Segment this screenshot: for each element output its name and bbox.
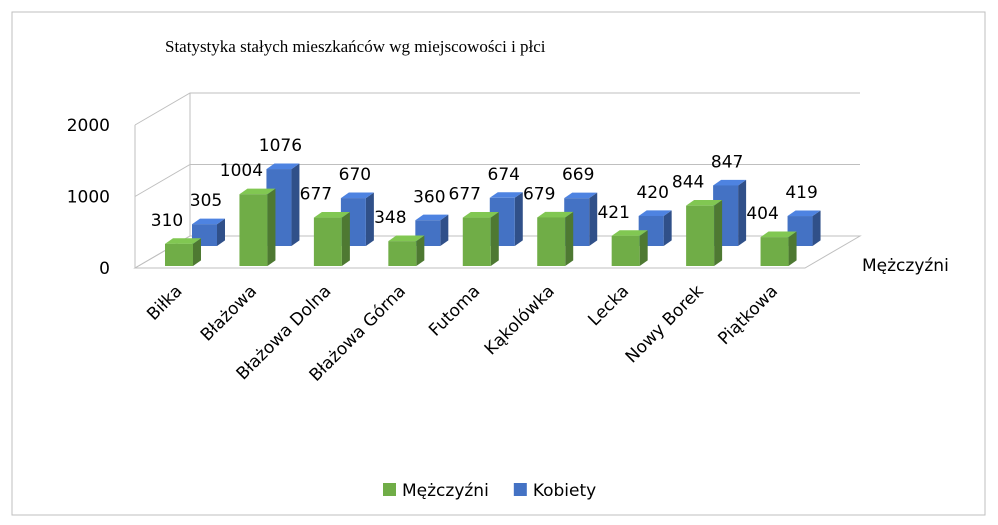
bar-side — [365, 192, 374, 246]
value-label: 404 — [746, 204, 778, 224]
value-label: 677 — [449, 185, 481, 205]
bar-side — [341, 211, 350, 266]
chart-title: Statystyka stałych mieszkańców wg miejsc… — [165, 37, 546, 56]
value-label: 847 — [711, 152, 743, 172]
bar-side — [440, 214, 449, 246]
bar-side — [663, 210, 672, 246]
value-label: 348 — [374, 208, 406, 228]
value-label: 674 — [488, 165, 520, 185]
y-tick-label: 0 — [99, 259, 110, 279]
grid-line — [134, 164, 860, 197]
bar-side — [193, 238, 201, 266]
value-label: 420 — [636, 183, 668, 203]
value-label: 310 — [151, 211, 183, 231]
legend-swatch — [513, 483, 527, 496]
bar-side — [565, 211, 574, 266]
value-label: 419 — [785, 183, 817, 203]
bar-top — [388, 235, 425, 242]
bar-side — [812, 210, 821, 246]
value-label: 677 — [300, 185, 332, 205]
bar-top — [239, 188, 276, 195]
bar-side — [416, 235, 425, 266]
bar-top — [760, 231, 797, 238]
bar-top — [537, 211, 574, 218]
bar-top — [415, 214, 449, 221]
value-label: 669 — [562, 165, 594, 185]
bar-side — [738, 179, 747, 246]
bar — [462, 217, 491, 266]
bar-top — [489, 192, 523, 198]
legend-label: Kobiety — [533, 481, 596, 501]
value-label: 1076 — [259, 136, 302, 156]
bar — [611, 235, 640, 266]
value-label: 679 — [523, 184, 555, 204]
bar-side — [490, 211, 499, 266]
bar-top — [638, 210, 672, 216]
bar — [760, 237, 789, 266]
bar-top — [686, 200, 723, 206]
bar — [686, 205, 715, 266]
chart-border — [11, 11, 986, 516]
bar — [165, 243, 193, 266]
y-tick-label: 2000 — [67, 116, 110, 136]
legend-swatch — [383, 483, 396, 496]
value-label: 1004 — [220, 161, 263, 181]
depth-axis-label: Mężczyźni — [862, 256, 949, 276]
legend-label: Mężczyźni — [402, 481, 489, 501]
bar-top — [340, 192, 374, 199]
bar-top — [564, 192, 598, 199]
bar-side — [291, 163, 300, 246]
bar — [388, 241, 417, 266]
bar-top — [165, 238, 201, 244]
bar-side — [267, 188, 276, 266]
bar-top — [266, 163, 300, 170]
bar-side — [639, 230, 648, 266]
value-label: 305 — [190, 191, 222, 211]
bar-top — [713, 179, 747, 186]
value-label: 844 — [672, 173, 704, 193]
value-label: 360 — [413, 187, 445, 207]
bar-top — [611, 230, 648, 236]
bar — [313, 217, 342, 266]
bar-side — [788, 231, 797, 266]
bar-top — [787, 210, 821, 217]
bar-top — [313, 211, 350, 218]
value-label: 421 — [597, 203, 629, 223]
bar-top — [192, 218, 225, 225]
bar-side — [714, 200, 723, 266]
bar-side — [589, 192, 598, 246]
bar-side — [514, 192, 523, 246]
y-tick-label: 1000 — [67, 188, 110, 208]
grid-line — [134, 92, 860, 126]
bar — [537, 217, 566, 266]
bar-top — [462, 211, 499, 218]
bar-side — [217, 218, 225, 246]
bar — [239, 194, 268, 266]
value-label: 670 — [339, 165, 371, 185]
